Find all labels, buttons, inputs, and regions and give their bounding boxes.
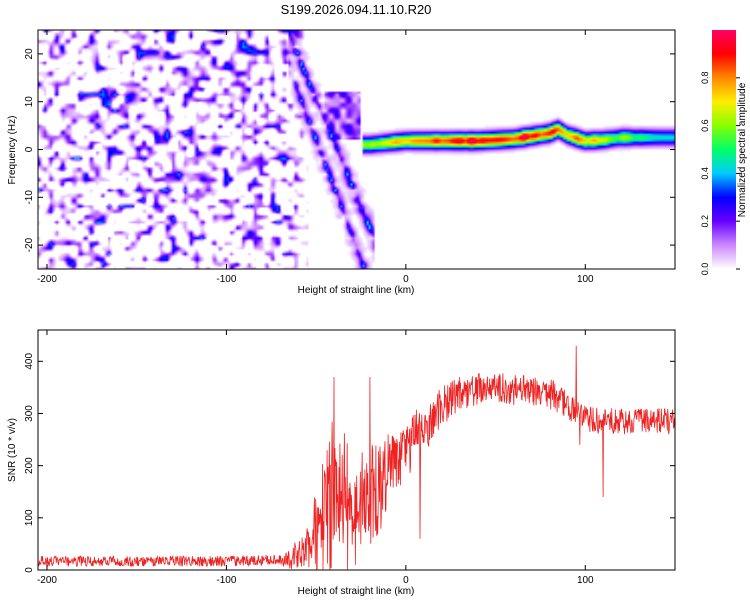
colorbar: 0.0 0.2 0.4 0.6 0.8 Normalized spectral ampl… [700,30,748,275]
snr-ticks: -200 -100 0 100 0 100 200 300 400 [24,330,675,586]
y-tick-label: 0 [24,146,35,152]
spectrogram-image [38,30,675,269]
x-tick-label: 0 [403,575,409,586]
colorbar-label: Normalized spectral amplitude [737,82,748,217]
y-tick-label: 200 [24,457,35,474]
y-tick-label: 100 [24,509,35,526]
x-tick-label: -100 [216,274,236,285]
x-tick-label: 100 [577,274,594,285]
y-tick-label: 20 [24,48,35,60]
x-tick-label: -200 [37,575,57,586]
spectrogram-ylabel: Frequency (Hz) [7,116,18,185]
x-tick-label: -200 [37,274,57,285]
colorbar-tick-label: 0.6 [700,119,710,132]
colorbar-tick-label: 0.2 [700,215,710,228]
spectrogram-heatmap [38,30,675,269]
colorbar-gradient [712,30,736,269]
snr-series-line [38,345,675,570]
snr-xlabel: Height of straight line (km) [298,586,415,597]
spectrogram-xlabel: Height of straight line (km) [298,285,415,296]
y-tick-label: 400 [24,353,35,370]
x-tick-label: 0 [403,274,409,285]
y-tick-label: 0 [24,567,35,573]
x-tick-label: -100 [216,575,236,586]
colorbar-tick-label: 0.4 [700,167,710,180]
y-tick-label: 10 [24,96,35,108]
y-tick-label: -20 [24,237,35,252]
snr-panel: -200 -100 0 100 0 100 200 300 400 Height of stra… [7,329,676,597]
y-tick-label: -10 [24,190,35,205]
x-tick-label: 100 [577,575,594,586]
snr-frame [37,329,676,571]
snr-ylabel: SNR (10 * v/v) [7,418,18,482]
colorbar-ticks: 0.0 0.2 0.4 0.6 0.8 [700,72,740,276]
colorbar-tick-label: 0.8 [700,72,710,85]
chart-title: S199.2026.094.11.10.R20 [281,2,432,17]
colorbar-tick-label: 0.0 [700,263,710,276]
y-tick-label: 300 [24,405,35,422]
